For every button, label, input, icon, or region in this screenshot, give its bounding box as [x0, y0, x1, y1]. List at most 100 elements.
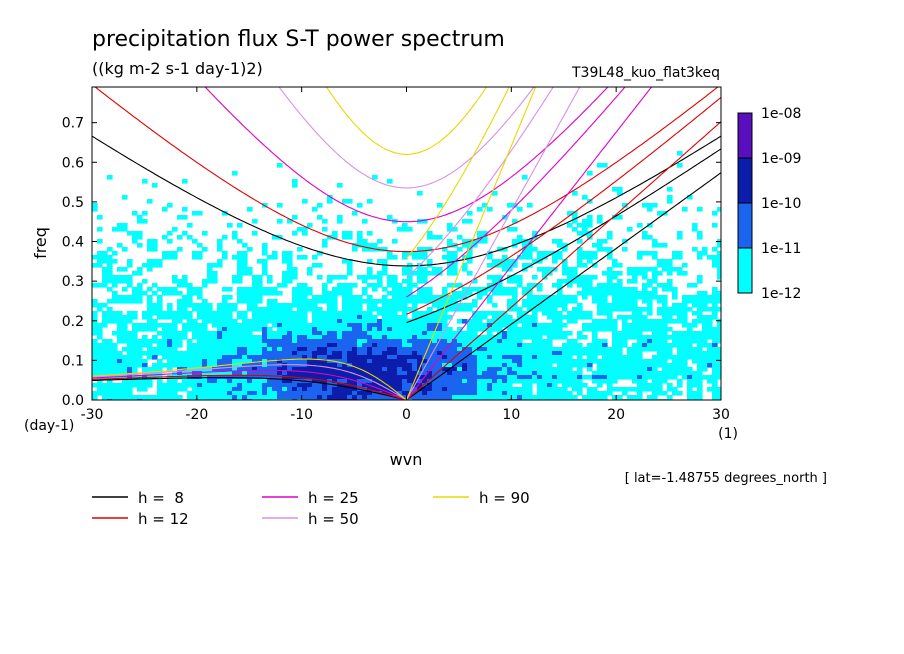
- heatmap-cell: [477, 363, 483, 368]
- heatmap-cell: [167, 251, 173, 256]
- heatmap-cell: [192, 327, 198, 332]
- heatmap-cell: [402, 271, 408, 276]
- heatmap-cell: [467, 351, 473, 356]
- heatmap-cell: [662, 303, 668, 308]
- heatmap-cell: [477, 287, 483, 292]
- heatmap-cell: [382, 331, 388, 336]
- heatmap-cell: [532, 323, 538, 328]
- heatmap-cell: [532, 379, 538, 384]
- heatmap-cell: [432, 311, 438, 316]
- heatmap-cell: [592, 323, 598, 328]
- heatmap-cell: [637, 351, 643, 356]
- heatmap-cell: [392, 299, 398, 304]
- heatmap-cell: [257, 295, 263, 300]
- heatmap-cell: [252, 231, 258, 236]
- heatmap-cell: [327, 275, 333, 280]
- heatmap-cell: [562, 307, 568, 312]
- heatmap-cell: [132, 331, 138, 336]
- heatmap-cell: [697, 375, 703, 380]
- heatmap-cell: [262, 327, 268, 332]
- heatmap-cell: [542, 383, 548, 388]
- heatmap-cell: [422, 327, 428, 332]
- heatmap-cell: [357, 383, 363, 388]
- heatmap-cell: [407, 267, 413, 272]
- heatmap-cell: [662, 295, 668, 300]
- heatmap-cell: [207, 271, 213, 276]
- heatmap-cell: [187, 339, 193, 344]
- y-axis-label: freq: [31, 227, 50, 259]
- heatmap-cell: [572, 299, 578, 304]
- heatmap-cell: [142, 367, 148, 372]
- heatmap-cell: [232, 255, 238, 260]
- heatmap-cell: [137, 299, 143, 304]
- heatmap-cell: [552, 355, 558, 360]
- heatmap-cell: [497, 283, 503, 288]
- heatmap-cell: [657, 331, 663, 336]
- heatmap-cell: [132, 311, 138, 316]
- heatmap-cell: [247, 347, 253, 352]
- heatmap-cell: [122, 387, 128, 392]
- heatmap-cell: [102, 355, 108, 360]
- heatmap-cell: [457, 307, 463, 312]
- heatmap-cell: [337, 327, 343, 332]
- heatmap-cell: [222, 335, 228, 340]
- heatmap-cell: [137, 295, 143, 300]
- heatmap-cell: [237, 263, 243, 268]
- heatmap-cell: [197, 323, 203, 328]
- heatmap-cell: [467, 367, 473, 372]
- heatmap-cell: [362, 243, 368, 248]
- heatmap-cell: [237, 299, 243, 304]
- heatmap-cell: [607, 247, 613, 252]
- heatmap-cell: [637, 251, 643, 256]
- heatmap-cell: [612, 379, 618, 384]
- heatmap-cell: [492, 283, 498, 288]
- heatmap-cell: [562, 299, 568, 304]
- heatmap-cell: [177, 235, 183, 240]
- heatmap-cell: [427, 359, 433, 364]
- heatmap-cell: [527, 355, 533, 360]
- heatmap-cell: [437, 203, 443, 208]
- heatmap-cell: [652, 343, 658, 348]
- heatmap-cell: [412, 271, 418, 276]
- heatmap-cell: [267, 303, 273, 308]
- heatmap-cell: [187, 343, 193, 348]
- heatmap-cell: [622, 391, 628, 396]
- heatmap-cell: [542, 371, 548, 376]
- heatmap-cell: [417, 255, 423, 260]
- heatmap-cell: [447, 339, 453, 344]
- heatmap-cell: [197, 255, 203, 260]
- heatmap-cell: [202, 323, 208, 328]
- heatmap-cell: [212, 387, 218, 392]
- heatmap-cell: [357, 359, 363, 364]
- heatmap-cell: [237, 251, 243, 256]
- heatmap-cell: [112, 299, 118, 304]
- heatmap-cell: [112, 259, 118, 264]
- heatmap-cell: [697, 395, 703, 400]
- heatmap-cell: [117, 267, 123, 272]
- heatmap-cell: [437, 347, 443, 352]
- heatmap-cell: [432, 323, 438, 328]
- heatmap-cell: [112, 283, 118, 288]
- heatmap-cell: [677, 319, 683, 324]
- heatmap-cell: [367, 395, 373, 400]
- heatmap-cell: [672, 335, 678, 340]
- heatmap-cell: [342, 371, 348, 376]
- heatmap-cell: [332, 299, 338, 304]
- heatmap-cell: [302, 327, 308, 332]
- heatmap-cell: [517, 307, 523, 312]
- heatmap-cell: [242, 243, 248, 248]
- heatmap-cell: [417, 319, 423, 324]
- heatmap-cell: [417, 247, 423, 252]
- heatmap-cell: [372, 243, 378, 248]
- heatmap-cell: [317, 311, 323, 316]
- heatmap-cell: [587, 215, 593, 220]
- heatmap-cell: [517, 255, 523, 260]
- heatmap-cell: [642, 295, 648, 300]
- heatmap-cell: [147, 343, 153, 348]
- heatmap-cell: [252, 275, 258, 280]
- heatmap-cell: [437, 311, 443, 316]
- heatmap-cell: [232, 359, 238, 364]
- heatmap-cell: [537, 395, 543, 400]
- heatmap-cell: [707, 255, 713, 260]
- heatmap-cell: [532, 303, 538, 308]
